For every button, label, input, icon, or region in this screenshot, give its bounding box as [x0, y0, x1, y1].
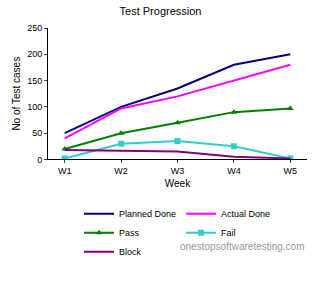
svg-text:No of Test cases: No of Test cases	[11, 57, 22, 131]
svg-text:W1: W1	[58, 166, 72, 176]
svg-text:200: 200	[27, 49, 42, 59]
svg-text:250: 250	[27, 23, 42, 33]
svg-text:W2: W2	[114, 166, 128, 176]
svg-text:150: 150	[27, 76, 42, 86]
svg-text:W5: W5	[284, 166, 298, 176]
svg-text:Planned Done: Planned Done	[119, 209, 176, 219]
svg-text:Fail: Fail	[221, 228, 236, 238]
svg-text:W4: W4	[227, 166, 241, 176]
svg-text:onestopsoftwaretesting.com: onestopsoftwaretesting.com	[180, 241, 305, 252]
svg-text:100: 100	[27, 102, 42, 112]
svg-text:50: 50	[32, 128, 42, 138]
svg-text:0: 0	[37, 155, 42, 165]
svg-text:Actual Done: Actual Done	[221, 209, 270, 219]
svg-text:Block: Block	[119, 247, 142, 257]
svg-text:Pass: Pass	[119, 228, 140, 238]
svg-text:Test Progression: Test Progression	[120, 5, 202, 17]
svg-text:Week: Week	[165, 178, 191, 189]
svg-text:W3: W3	[171, 166, 185, 176]
